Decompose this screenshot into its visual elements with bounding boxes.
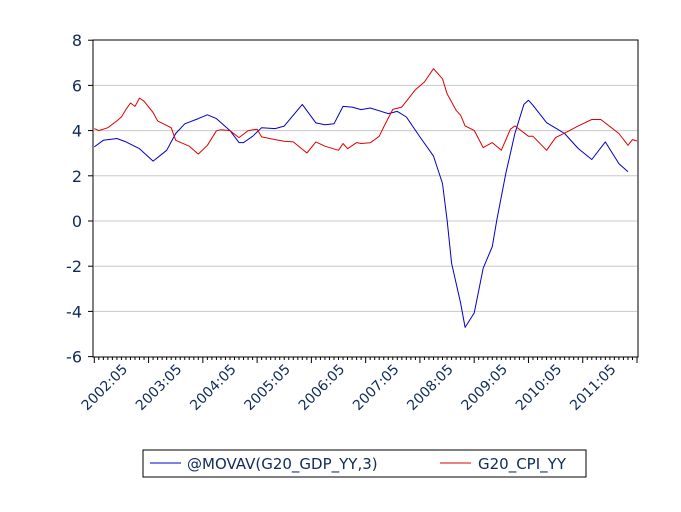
x-tick-label: 2009:05 <box>459 362 511 414</box>
x-tick-label: 2006:05 <box>296 362 348 414</box>
x-tick-label: 2007:05 <box>350 362 402 414</box>
y-tick-label: -4 <box>66 302 82 321</box>
legend-box <box>142 449 587 478</box>
y-tick-label: -2 <box>66 257 82 276</box>
series-cpi <box>94 68 638 155</box>
x-tick-label: 2004:05 <box>187 362 239 414</box>
x-tick-label: 2003:05 <box>133 362 185 414</box>
x-axis: 2002:05 2003:05 2004:05 2005:05 2006:05 2007:… <box>79 357 638 414</box>
y-tick-label: -6 <box>66 348 82 367</box>
gridlines <box>94 84 637 312</box>
x-tick-label: 2005:05 <box>241 362 293 414</box>
y-tick-label: 2 <box>72 167 82 186</box>
x-tick-label: 2011:05 <box>567 362 619 414</box>
plot-area <box>92 39 639 358</box>
y-tick-label: 4 <box>72 122 82 141</box>
series-gdp <box>94 99 629 328</box>
y-tick-label: 8 <box>72 31 82 50</box>
y-tick-label: 6 <box>72 76 82 95</box>
series-line <box>94 99 629 328</box>
legend: @MOVAV(G20_GDP_YY,3) G20_CPI_YY <box>142 449 587 478</box>
legend-label-cpi: G20_CPI_YY <box>478 455 567 474</box>
legend-label-gdp: @MOVAV(G20_GDP_YY,3) <box>187 455 378 474</box>
series-line <box>94 68 638 155</box>
y-tick-label: 0 <box>72 212 82 231</box>
x-tick-label: 2002:05 <box>79 362 131 414</box>
x-tick-label: 2010:05 <box>513 362 565 414</box>
series-lines <box>94 68 638 328</box>
y-axis: -6 -4 -2 0 2 4 6 8 <box>66 31 93 367</box>
x-tick-label: 2008:05 <box>404 362 456 414</box>
